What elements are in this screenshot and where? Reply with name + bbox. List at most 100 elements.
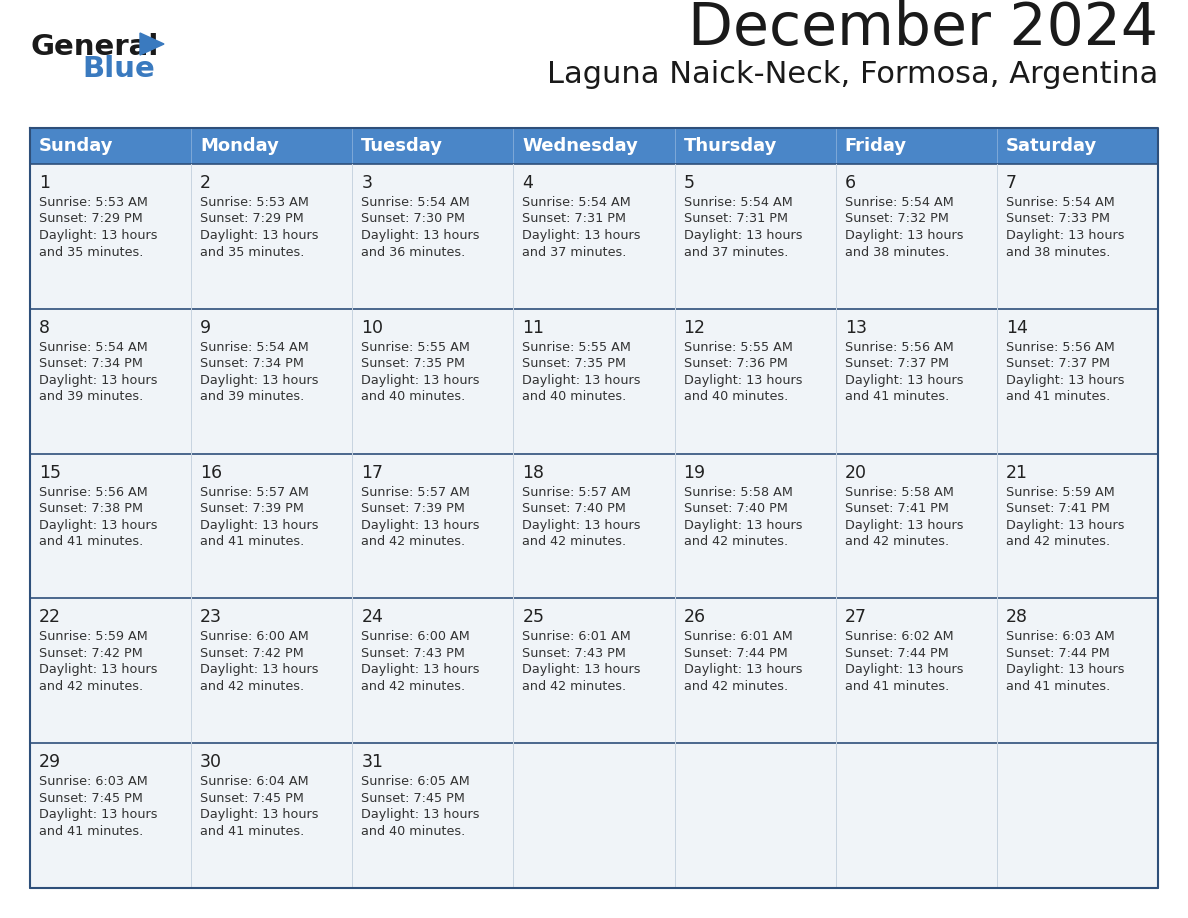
Bar [997,453,1158,599]
Text: Daylight: 13 hours: Daylight: 13 hours [1006,374,1124,386]
Text: Sunrise: 5:54 AM: Sunrise: 5:54 AM [200,341,309,353]
Text: Sunrise: 5:58 AM: Sunrise: 5:58 AM [683,486,792,498]
Text: Daylight: 13 hours: Daylight: 13 hours [683,229,802,242]
Bar [675,599,835,744]
Text: Sunset: 7:45 PM: Sunset: 7:45 PM [200,791,304,805]
Text: and 37 minutes.: and 37 minutes. [683,245,788,259]
Bar [353,599,513,744]
Text: Sunrise: 5:53 AM: Sunrise: 5:53 AM [39,196,147,209]
Bar [513,599,675,744]
Text: 21: 21 [1006,464,1028,482]
Text: Sunset: 7:32 PM: Sunset: 7:32 PM [845,212,948,226]
Text: Sunrise: 5:56 AM: Sunrise: 5:56 AM [39,486,147,498]
Text: and 37 minutes.: and 37 minutes. [523,245,627,259]
Text: Monday: Monday [200,137,279,155]
Text: Daylight: 13 hours: Daylight: 13 hours [361,664,480,677]
Text: 22: 22 [39,609,61,626]
Text: Daylight: 13 hours: Daylight: 13 hours [523,374,642,386]
Text: Blue: Blue [82,55,154,83]
Text: and 40 minutes.: and 40 minutes. [361,824,466,838]
Bar [191,128,353,164]
Text: Sunrise: 5:55 AM: Sunrise: 5:55 AM [523,341,631,353]
Text: Daylight: 13 hours: Daylight: 13 hours [200,519,318,532]
Text: Daylight: 13 hours: Daylight: 13 hours [39,374,158,386]
Text: Daylight: 13 hours: Daylight: 13 hours [361,519,480,532]
Bar [835,453,997,599]
Text: and 40 minutes.: and 40 minutes. [683,390,788,403]
Text: Wednesday: Wednesday [523,137,638,155]
Text: Sunrise: 6:03 AM: Sunrise: 6:03 AM [39,775,147,789]
Text: Laguna Naick-Neck, Formosa, Argentina: Laguna Naick-Neck, Formosa, Argentina [546,60,1158,89]
Text: and 42 minutes.: and 42 minutes. [1006,535,1110,548]
Text: and 41 minutes.: and 41 minutes. [200,824,304,838]
Text: Daylight: 13 hours: Daylight: 13 hours [200,374,318,386]
Text: Daylight: 13 hours: Daylight: 13 hours [845,664,963,677]
Bar [675,164,835,308]
Text: Sunrise: 5:59 AM: Sunrise: 5:59 AM [1006,486,1114,498]
Bar [835,128,997,164]
Bar [353,308,513,453]
Text: 4: 4 [523,174,533,192]
Text: 2: 2 [200,174,211,192]
Text: Daylight: 13 hours: Daylight: 13 hours [683,374,802,386]
Bar [513,128,675,164]
Text: and 39 minutes.: and 39 minutes. [200,390,304,403]
Text: Daylight: 13 hours: Daylight: 13 hours [39,519,158,532]
Text: Sunrise: 5:54 AM: Sunrise: 5:54 AM [845,196,954,209]
Bar [835,599,997,744]
Text: Daylight: 13 hours: Daylight: 13 hours [361,374,480,386]
Text: and 39 minutes.: and 39 minutes. [39,390,144,403]
Bar [30,128,191,164]
Bar [997,164,1158,308]
Bar [191,599,353,744]
Text: and 42 minutes.: and 42 minutes. [200,680,304,693]
Text: Sunrise: 6:01 AM: Sunrise: 6:01 AM [523,631,631,644]
Text: Daylight: 13 hours: Daylight: 13 hours [200,664,318,677]
Text: Sunrise: 5:58 AM: Sunrise: 5:58 AM [845,486,954,498]
Text: Daylight: 13 hours: Daylight: 13 hours [1006,664,1124,677]
Bar [30,453,191,599]
Text: Sunday: Sunday [39,137,114,155]
Bar [30,164,191,308]
Text: 31: 31 [361,753,384,771]
Bar [191,453,353,599]
Bar [513,453,675,599]
Text: and 35 minutes.: and 35 minutes. [39,245,144,259]
Bar [30,308,191,453]
Text: Sunset: 7:33 PM: Sunset: 7:33 PM [1006,212,1110,226]
Text: Daylight: 13 hours: Daylight: 13 hours [845,519,963,532]
Text: Sunset: 7:39 PM: Sunset: 7:39 PM [361,502,466,515]
Text: Sunset: 7:37 PM: Sunset: 7:37 PM [1006,357,1110,370]
Text: Sunset: 7:39 PM: Sunset: 7:39 PM [200,502,304,515]
Text: 19: 19 [683,464,706,482]
Text: and 42 minutes.: and 42 minutes. [683,535,788,548]
Bar [191,308,353,453]
Bar [997,308,1158,453]
Text: Sunrise: 5:57 AM: Sunrise: 5:57 AM [523,486,631,498]
Text: Sunset: 7:41 PM: Sunset: 7:41 PM [1006,502,1110,515]
Bar [675,453,835,599]
Text: Daylight: 13 hours: Daylight: 13 hours [39,808,158,822]
Text: Sunrise: 6:00 AM: Sunrise: 6:00 AM [200,631,309,644]
Text: and 42 minutes.: and 42 minutes. [361,680,466,693]
Text: Daylight: 13 hours: Daylight: 13 hours [523,664,642,677]
Text: 9: 9 [200,319,211,337]
Text: 20: 20 [845,464,867,482]
Bar [191,164,353,308]
Text: 10: 10 [361,319,384,337]
Text: Sunrise: 6:00 AM: Sunrise: 6:00 AM [361,631,470,644]
Text: 7: 7 [1006,174,1017,192]
Text: and 42 minutes.: and 42 minutes. [39,680,143,693]
Text: Daylight: 13 hours: Daylight: 13 hours [200,808,318,822]
Text: and 41 minutes.: and 41 minutes. [1006,680,1110,693]
Bar [675,744,835,888]
Text: and 42 minutes.: and 42 minutes. [845,535,949,548]
Text: Sunset: 7:44 PM: Sunset: 7:44 PM [683,647,788,660]
Text: Daylight: 13 hours: Daylight: 13 hours [39,664,158,677]
Text: Daylight: 13 hours: Daylight: 13 hours [845,229,963,242]
Text: Tuesday: Tuesday [361,137,443,155]
Bar [353,128,513,164]
Bar [997,128,1158,164]
Text: Sunrise: 5:56 AM: Sunrise: 5:56 AM [845,341,954,353]
Polygon shape [140,33,164,55]
